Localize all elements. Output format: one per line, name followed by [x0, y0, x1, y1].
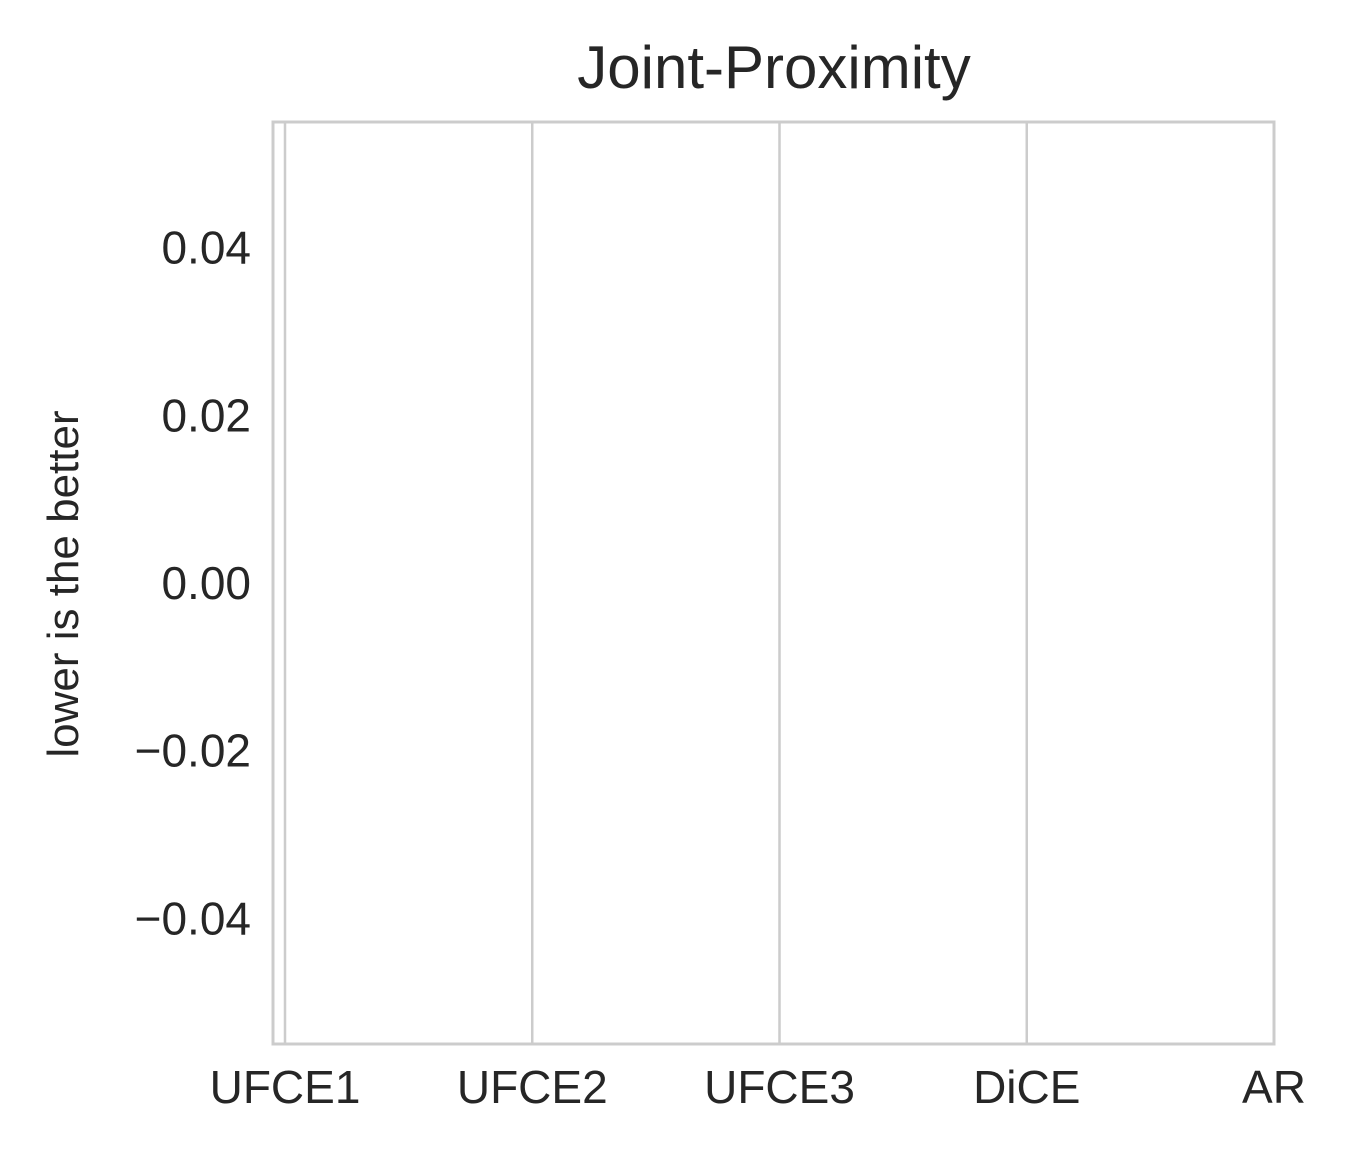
x-tick-label: UFCE1 [210, 1061, 361, 1113]
grid-lines [283, 122, 1276, 1044]
y-tick-label: −0.02 [135, 725, 251, 777]
x-tick-label: DiCE [973, 1061, 1080, 1113]
x-tick-labels: UFCE1 UFCE2 UFCE3 DiCE AR [210, 1061, 1306, 1113]
x-tick-label: AR [1242, 1061, 1306, 1113]
y-tick-label: 0.02 [161, 389, 251, 441]
x-tick-label: UFCE3 [704, 1061, 855, 1113]
y-tick-labels: −0.04 −0.02 0.00 0.02 0.04 [135, 222, 251, 945]
y-tick-label: −0.04 [135, 892, 251, 944]
plot-area-frame [271, 120, 1276, 1046]
y-tick-label: 0.04 [161, 222, 251, 274]
chart-title: Joint-Proximity [577, 34, 970, 101]
x-tick-label: UFCE2 [457, 1061, 608, 1113]
y-axis-label: lower is the better [39, 410, 88, 757]
y-tick-label: 0.00 [161, 557, 251, 609]
